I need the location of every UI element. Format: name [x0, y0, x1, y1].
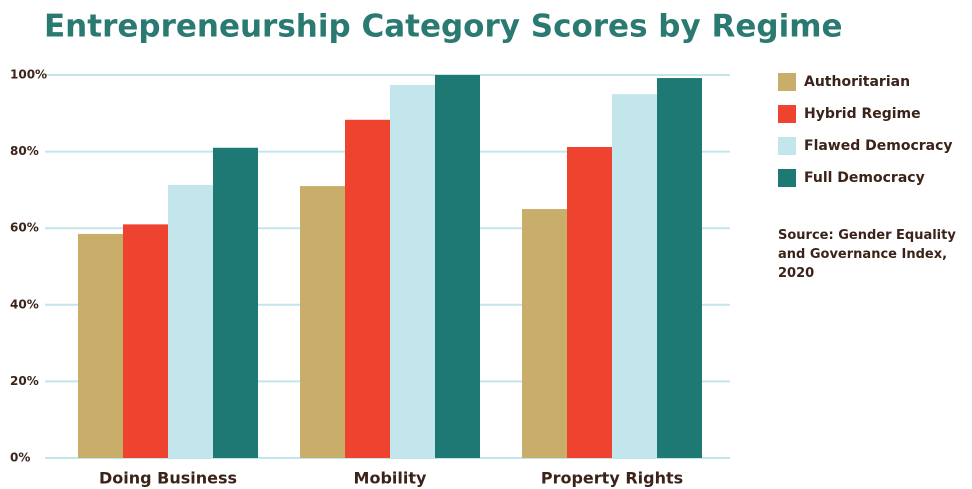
bar	[168, 184, 213, 458]
bar	[567, 147, 612, 458]
y-tick-label: 80%	[10, 144, 39, 158]
bar	[345, 119, 390, 458]
bar	[390, 84, 435, 458]
legend-swatch	[778, 105, 796, 123]
legend-label: Authoritarian	[804, 74, 910, 90]
bar	[612, 94, 657, 459]
y-tick-label: 40%	[10, 297, 39, 311]
bar	[78, 233, 123, 458]
y-tick-label: 20%	[10, 374, 39, 388]
bar	[213, 147, 258, 458]
chart-title: Entrepreneurship Category Scores by Regi…	[44, 9, 843, 45]
legend-label: Hybrid Regime	[804, 106, 921, 122]
bar	[657, 78, 702, 459]
x-tick-label: Property Rights	[541, 469, 683, 488]
bar	[123, 224, 168, 458]
legend-swatch	[778, 169, 796, 187]
y-tick-label: 0%	[10, 451, 30, 465]
legend-label: Full Democracy	[804, 170, 925, 186]
bar	[435, 75, 480, 458]
x-tick-label: Doing Business	[99, 469, 237, 488]
x-tick-label: Mobility	[354, 469, 427, 488]
y-tick-label: 60%	[10, 221, 39, 235]
bar	[300, 186, 345, 458]
legend-label: Flawed Democracy	[804, 138, 953, 154]
legend-swatch	[778, 137, 796, 155]
bar	[522, 209, 567, 458]
legend-swatch	[778, 73, 796, 91]
y-tick-label: 100%	[10, 68, 47, 82]
source-note: Source: Gender Equality and Governance I…	[778, 228, 956, 281]
